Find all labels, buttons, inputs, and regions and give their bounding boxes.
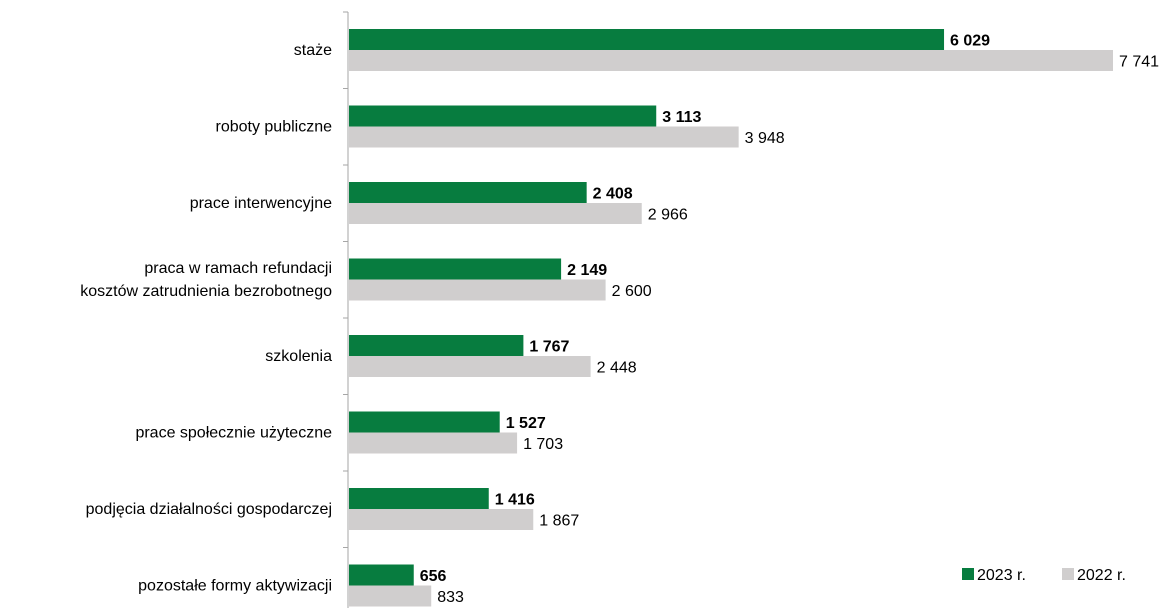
bar-2022	[349, 50, 1113, 71]
bar-2023	[349, 29, 945, 50]
bar-2023	[349, 488, 489, 509]
data-label-2023: 1 767	[529, 339, 569, 356]
data-label-2022: 7 741	[1119, 54, 1159, 71]
legend-swatch-2023	[962, 568, 974, 580]
data-label-2023: 1 416	[495, 492, 535, 509]
bar-2022	[349, 585, 432, 607]
bar-2023	[349, 411, 500, 433]
data-label-2022: 1 703	[523, 436, 563, 453]
data-label-2022: 3 948	[745, 130, 785, 147]
category-label: staże	[294, 42, 332, 59]
category-label: roboty publiczne	[215, 119, 332, 136]
data-label-2023: 6 029	[950, 33, 990, 50]
labels: staże 6 029 7 741 roboty publiczne 3 113 3 94…	[80, 33, 1159, 607]
data-label-2022: 2 966	[648, 207, 688, 224]
bar-2022	[349, 126, 739, 148]
legend-label-2022: 2022 r.	[1077, 567, 1126, 584]
category-axis	[343, 11, 349, 608]
data-label-2023: 1 527	[506, 415, 546, 432]
bar-2023	[349, 105, 657, 127]
category-label: szkolenia	[265, 348, 332, 365]
bar-2023	[349, 182, 587, 203]
bar-2022	[349, 356, 591, 377]
category-label: podjęcia działalności gospodarczej	[86, 501, 332, 518]
category-label: pozostałe formy aktywizacji	[138, 578, 332, 595]
bar-2022	[349, 203, 642, 224]
bar-2023	[349, 258, 562, 280]
legend-swatch-2022	[1062, 568, 1074, 580]
bar-2022	[349, 432, 518, 454]
legend: 2023 r. 2022 r.	[962, 567, 1126, 584]
data-label-2023: 3 113	[662, 109, 701, 126]
data-label-2023: 2 149	[567, 262, 607, 279]
data-label-2022: 2 600	[612, 283, 652, 300]
data-label-2022: 2 448	[597, 360, 637, 377]
bar-2023	[349, 335, 524, 356]
bar-2022	[349, 279, 606, 301]
legend-label-2023: 2023 r.	[977, 567, 1026, 584]
bar-2022	[349, 509, 534, 530]
category-label: prace społecznie użyteczne	[135, 425, 332, 442]
bars	[349, 29, 1113, 607]
bar-2023	[349, 564, 414, 586]
data-label-2022: 833	[437, 589, 464, 606]
data-label-2023: 656	[420, 568, 447, 585]
category-label: prace interwencyjne	[190, 195, 332, 212]
data-label-2022: 1 867	[539, 513, 579, 530]
data-label-2023: 2 408	[593, 186, 633, 203]
category-label: praca w ramach refundacji kosztów zatrudn…	[80, 260, 332, 300]
